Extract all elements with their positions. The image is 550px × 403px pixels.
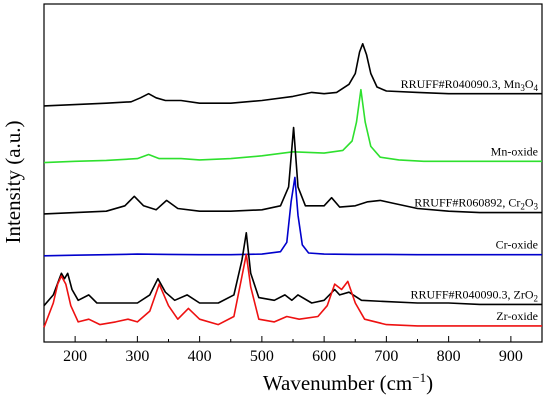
x-tick-label: 900 xyxy=(499,348,523,365)
x-tick-label: 500 xyxy=(250,348,274,365)
series-label-2: RRUFF#R060892, Cr2O3 xyxy=(414,196,538,212)
series-layer xyxy=(43,42,542,328)
series-label-4: RRUFF#R040090.3, ZrO2 xyxy=(410,287,538,303)
series-label-0: RRUFF#R040090.3, Mn3O4 xyxy=(401,77,539,93)
x-tick-label: 200 xyxy=(63,348,87,365)
x-tick-label: 700 xyxy=(374,348,398,365)
series-line-0 xyxy=(43,42,542,107)
y-axis-title: Intensity (a.u.) xyxy=(1,120,25,243)
x-tick-label: 600 xyxy=(312,348,336,365)
series-label-1: Mn-oxide xyxy=(491,144,538,158)
x-axis-ticks: 200 300 400 500 600 700 800 900 xyxy=(63,336,523,365)
series-label-5: Zr-oxide xyxy=(496,309,538,323)
series-labels: RRUFF#R040090.3, Mn3O4 Mn-oxide RRUFF#R060… xyxy=(401,77,539,323)
series-line-1 xyxy=(43,88,542,164)
series-label-3: Cr-oxide xyxy=(496,238,538,252)
series-line-3 xyxy=(43,176,542,257)
series-line-5 xyxy=(43,253,542,328)
x-tick-label: 400 xyxy=(188,348,212,365)
x-tick-label: 800 xyxy=(437,348,461,365)
series-line-2 xyxy=(43,126,542,215)
x-tick-label: 300 xyxy=(125,348,149,365)
x-axis-title: Wavenumber (cm−1) xyxy=(263,370,433,395)
series-line-4 xyxy=(43,232,542,307)
